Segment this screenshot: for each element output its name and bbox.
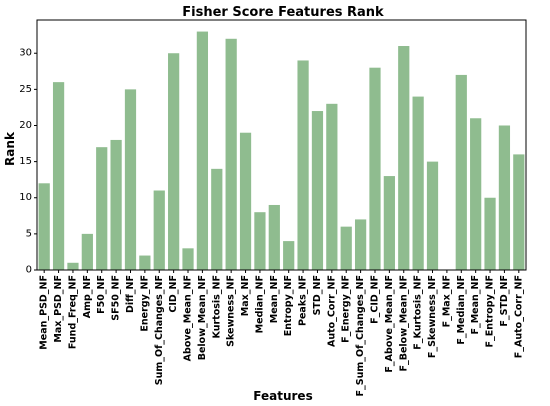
plot-area-frame xyxy=(36,19,527,271)
x-tick-label: Auto_Corr_NF xyxy=(326,275,337,347)
x-tick-label: Energy_NF xyxy=(139,275,150,332)
bar xyxy=(426,161,439,270)
x-tick-label: F_Kurtosis_NF xyxy=(413,275,424,350)
y-tick-label: 30 xyxy=(19,48,32,59)
x-axis-label: Features xyxy=(253,389,312,403)
x-tick-label: Sum_Of_Changes_NF xyxy=(154,275,165,385)
x-axis-ticks: Mean_PSD_NF Max_PSD_NF Fund_Freq_NF Amp_NF F… xyxy=(39,270,524,396)
bar xyxy=(283,241,295,270)
bar xyxy=(67,262,79,270)
x-tick-label: Median_NF xyxy=(254,275,265,333)
bar xyxy=(153,190,165,270)
x-tick-label: F_Entropy_NF xyxy=(485,275,496,347)
bar xyxy=(81,233,93,270)
bar xyxy=(455,74,467,270)
x-tick-label: F_CID_NF xyxy=(369,275,380,324)
y-axis-ticks: 0 5 10 15 20 25 30 xyxy=(19,48,37,276)
bar xyxy=(182,248,194,270)
x-tick-label: Skewness_NF xyxy=(226,275,237,347)
bar xyxy=(52,82,65,270)
bar xyxy=(239,132,252,270)
x-tick-label: F_STD_NF xyxy=(499,275,510,327)
bar xyxy=(196,31,209,270)
bar xyxy=(470,118,482,270)
x-tick-label: F_Max_NF xyxy=(441,275,452,327)
x-tick-label: Mean_NF xyxy=(269,275,280,323)
bar xyxy=(254,212,266,270)
bar xyxy=(383,176,395,270)
bar xyxy=(225,38,237,270)
bar xyxy=(398,46,410,270)
chart-title: Fisher Score Features Rank xyxy=(182,5,384,20)
bar xyxy=(369,67,381,270)
x-tick-label: Diff_NF xyxy=(125,275,136,313)
y-tick-label: 10 xyxy=(19,192,32,203)
x-tick-label: CID_NF xyxy=(168,275,179,313)
x-tick-label: F_Energy_NF xyxy=(341,275,352,343)
bar xyxy=(484,197,496,270)
bar xyxy=(354,219,367,270)
x-tick-label: Entropy_NF xyxy=(283,275,294,336)
bar xyxy=(110,139,122,270)
bar xyxy=(211,168,223,270)
x-tick-label: Fund_Freq_NF xyxy=(67,275,78,349)
bar xyxy=(168,53,180,270)
x-tick-label: Max_PSD_NF xyxy=(53,275,64,343)
bar xyxy=(268,204,280,270)
x-tick-label: F_Above_Mean_NF xyxy=(384,275,395,373)
x-tick-label: Mean_PSD_NF xyxy=(39,275,50,350)
bar xyxy=(96,147,108,270)
x-tick-label: Above_Mean_NF xyxy=(183,275,194,361)
x-tick-label: F50_NF xyxy=(96,275,107,314)
x-tick-label: Below_Mean_NF xyxy=(197,275,208,360)
x-tick-label: F_Auto_Corr_NF xyxy=(513,275,524,358)
bar xyxy=(412,96,424,270)
x-tick-label: Peaks_NF xyxy=(298,275,309,326)
x-tick-label: Amp_NF xyxy=(82,275,93,318)
bar xyxy=(297,60,309,270)
x-tick-label: F_Below_Mean_NF xyxy=(398,275,409,372)
y-tick-label: 20 xyxy=(19,120,32,131)
bar xyxy=(38,183,50,270)
bar xyxy=(139,255,151,270)
bar xyxy=(513,154,525,270)
x-tick-label: SF50_NF xyxy=(111,275,122,321)
bar xyxy=(326,103,338,270)
x-tick-label: F_Median_NF xyxy=(456,275,467,345)
bar xyxy=(340,226,352,270)
x-tick-label: F_Sum_Of_Changes_NF xyxy=(355,275,366,396)
x-tick-label: F_Mean_NF xyxy=(470,275,481,335)
x-tick-label: Max_NF xyxy=(240,275,251,316)
y-tick-label: 0 xyxy=(26,265,32,276)
bar xyxy=(498,125,511,270)
bar xyxy=(124,89,137,270)
y-tick-label: 5 xyxy=(26,228,32,239)
y-tick-label: 15 xyxy=(19,156,32,167)
bars-group xyxy=(38,31,525,270)
y-axis-label: Rank xyxy=(3,131,17,166)
bar xyxy=(311,111,324,270)
y-tick-label: 25 xyxy=(19,84,32,95)
x-tick-label: Kurtosis_NF xyxy=(211,275,222,338)
x-tick-label: STD_NF xyxy=(312,275,323,315)
x-tick-label: F_Skewness_NF xyxy=(427,275,438,358)
